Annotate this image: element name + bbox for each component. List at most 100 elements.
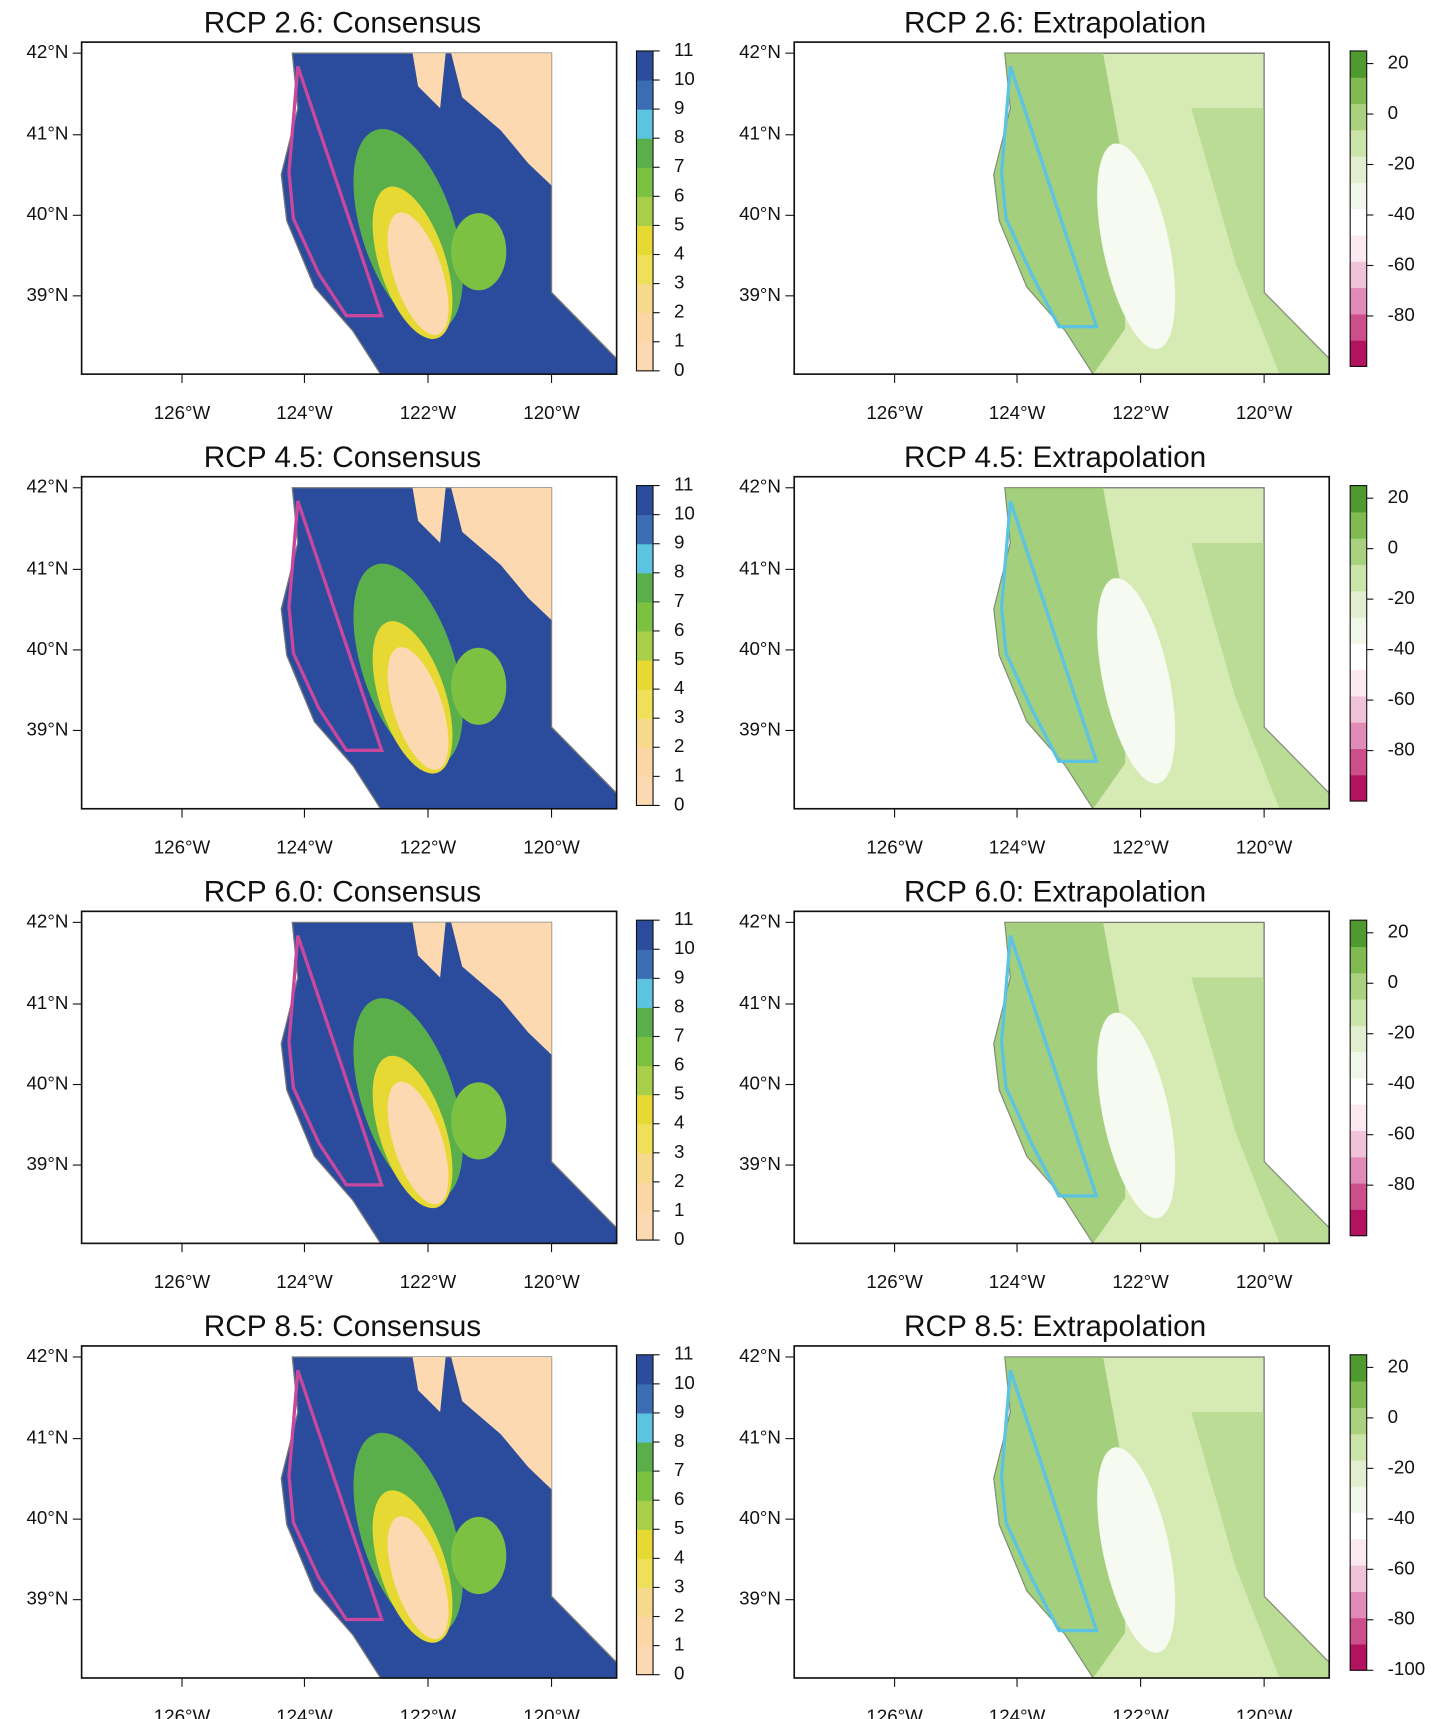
colorbar-bin <box>1350 1617 1367 1645</box>
colorbar-label: 5 <box>674 648 684 669</box>
colorbar-label: -40 <box>1388 203 1415 224</box>
outline <box>287 65 384 318</box>
lat-tick-label: 41°N <box>739 992 781 1013</box>
colorbar-label: -20 <box>1388 1022 1415 1043</box>
colorbar-label: 8 <box>674 561 684 582</box>
outline <box>999 65 1099 329</box>
colorbar-label: -60 <box>1388 688 1415 709</box>
colorbar-bin <box>1350 920 1367 948</box>
frame <box>793 910 1331 1245</box>
colorbar-label: 2 <box>674 301 684 322</box>
zone <box>387 647 449 770</box>
lat-tick-label: 39°N <box>26 718 68 739</box>
lon-tick-label: 126°W <box>866 402 923 423</box>
lat-tick-label: 41°N <box>739 123 781 144</box>
lat-tick-label: 42°N <box>739 41 781 62</box>
lat-tick-label: 41°N <box>26 557 68 578</box>
lon-tick-label: 120°W <box>1236 402 1293 423</box>
colorbar-bin <box>636 1616 654 1647</box>
lon-tick-label: 124°W <box>276 402 333 423</box>
colorbar-label: 7 <box>674 155 684 176</box>
colorbar-label: -40 <box>1388 1072 1415 1093</box>
zone <box>1191 542 1330 809</box>
panel: RCP 8.5: Extrapolation 42°N 41°N 40°N 39°N 12… <box>739 1310 1425 1719</box>
colorbar-frame <box>1349 919 1368 1237</box>
lon-tick-label: 124°W <box>989 836 1046 857</box>
panel: RCP 4.5: Extrapolation 42°N 41°N 40°N 39°N 12… <box>739 441 1415 857</box>
frame <box>80 910 618 1245</box>
colorbar-bin <box>636 949 654 979</box>
map <box>280 921 618 1245</box>
map <box>280 1356 618 1679</box>
lat-tick-label: 40°N <box>739 203 781 224</box>
colorbar-bin <box>1350 590 1367 618</box>
colorbar-bin <box>1350 234 1367 262</box>
zone <box>387 1516 449 1639</box>
zone <box>412 487 446 543</box>
colorbar-bin <box>1350 103 1367 131</box>
map <box>993 921 1330 1245</box>
colorbar-bin <box>636 167 654 197</box>
colorbar-bin <box>1350 722 1367 750</box>
colorbar-bin <box>1350 1565 1367 1592</box>
colorbar-bin <box>636 1065 654 1096</box>
colorbar-bin <box>636 1383 654 1414</box>
lon-tick-label: 124°W <box>989 1271 1046 1292</box>
colorbar-bin <box>636 543 654 574</box>
colorbar-label: 9 <box>674 532 684 553</box>
lat-tick-label: 39°N <box>739 1153 781 1174</box>
colorbar-bin <box>1350 564 1367 592</box>
lat-tick-label: 40°N <box>739 638 781 659</box>
colorbar-bin <box>636 689 654 719</box>
colorbar-bin <box>636 1471 654 1501</box>
colorbar-bin <box>1350 1077 1367 1105</box>
zone <box>451 213 507 291</box>
panel: RCP 2.6: Consensus 42°N 41°N 40°N 39°N 126°W 1… <box>26 6 694 422</box>
colorbar-label: 2 <box>674 1604 684 1625</box>
lat-tick-label: 39°N <box>739 1588 781 1609</box>
colorbar-bin <box>1350 1591 1367 1619</box>
colorbar-bin <box>636 196 654 226</box>
map <box>280 487 618 810</box>
colorbar-bin <box>1350 946 1367 974</box>
colorbar-label: 1 <box>674 764 684 785</box>
panel-title: RCP 6.0: Extrapolation <box>904 876 1206 909</box>
lon-tick-label: 122°W <box>1112 836 1169 857</box>
lat-tick-label: 39°N <box>26 1588 68 1609</box>
colorbar-label: -80 <box>1388 1173 1415 1194</box>
colorbar-label: 11 <box>674 1343 693 1364</box>
zone <box>1191 977 1330 1244</box>
panel-title: RCP 2.6: Consensus <box>204 6 481 39</box>
colorbar-bin <box>1350 208 1367 236</box>
colorbar-bin <box>1350 129 1367 157</box>
zone <box>451 922 552 1055</box>
colorbar-bin <box>636 1645 654 1676</box>
colorbar-bin <box>1350 1433 1367 1461</box>
colorbar-bin <box>1350 999 1367 1026</box>
lat-tick-label: 42°N <box>26 910 68 931</box>
lon-tick-label: 124°W <box>276 1271 333 1292</box>
colorbar-label: 20 <box>1388 1355 1409 1376</box>
colorbar-bin <box>636 920 654 950</box>
colorbar-label: 4 <box>674 677 684 698</box>
colorbar-label: 4 <box>674 242 684 263</box>
colorbar-label: 1 <box>674 330 684 351</box>
colorbar-bin <box>1350 669 1367 697</box>
panel-title: RCP 2.6: Extrapolation <box>904 6 1206 39</box>
colorbar-frame <box>635 1354 654 1676</box>
colorbar-frame <box>635 919 654 1241</box>
colorbar-label: 11 <box>674 908 693 929</box>
lat-tick-label: 39°N <box>26 1153 68 1174</box>
lat-tick-label: 42°N <box>26 41 68 62</box>
colorbar-bin <box>1350 77 1367 105</box>
zone <box>451 1356 552 1490</box>
lat-tick-label: 41°N <box>739 1427 781 1448</box>
lon-tick-label: 120°W <box>523 402 580 423</box>
colorbar-bin <box>636 485 654 516</box>
colorbar-label: 4 <box>674 1546 684 1567</box>
colorbar-bin <box>1350 1156 1367 1184</box>
zone <box>1097 578 1176 784</box>
zone <box>412 922 446 978</box>
colorbar-bin <box>636 1007 654 1038</box>
colorbar-bin <box>1350 1459 1367 1487</box>
